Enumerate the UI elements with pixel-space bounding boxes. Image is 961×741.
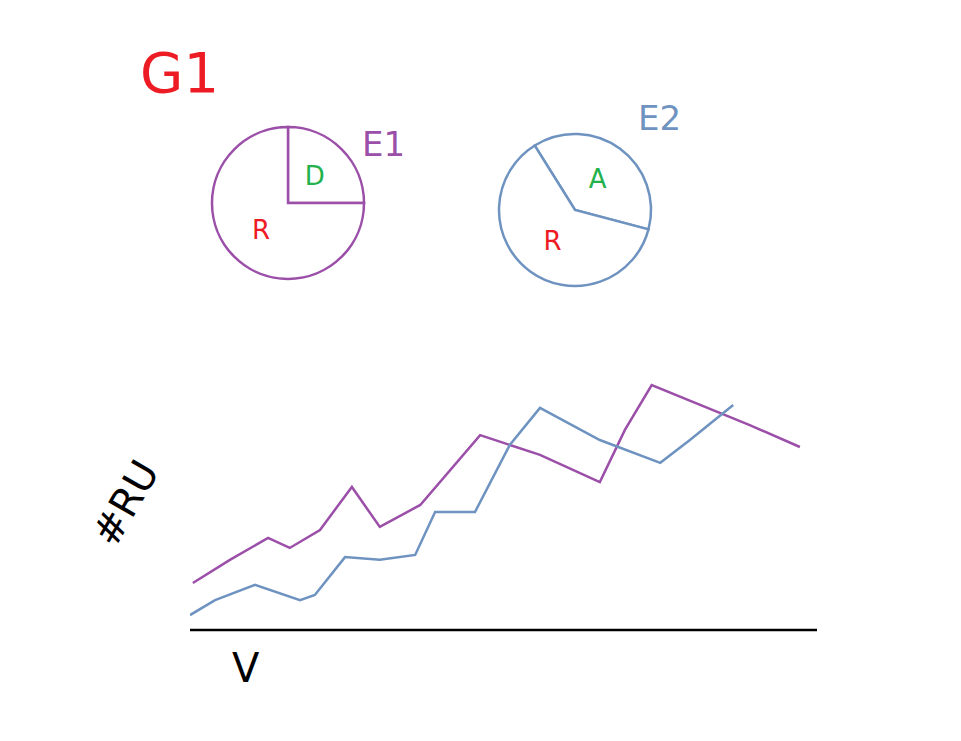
svg-text:A: A bbox=[589, 164, 607, 194]
svg-text:D: D bbox=[305, 161, 325, 191]
html-text:#RU: #RU bbox=[82, 452, 168, 554]
html-text:E2: E2 bbox=[638, 98, 682, 138]
svg-text:R: R bbox=[543, 226, 561, 256]
html-text:E1: E1 bbox=[362, 124, 406, 164]
html-text:V: V bbox=[232, 645, 260, 691]
svg-text:R: R bbox=[252, 215, 270, 245]
html-text:G1: G1 bbox=[140, 40, 219, 105]
